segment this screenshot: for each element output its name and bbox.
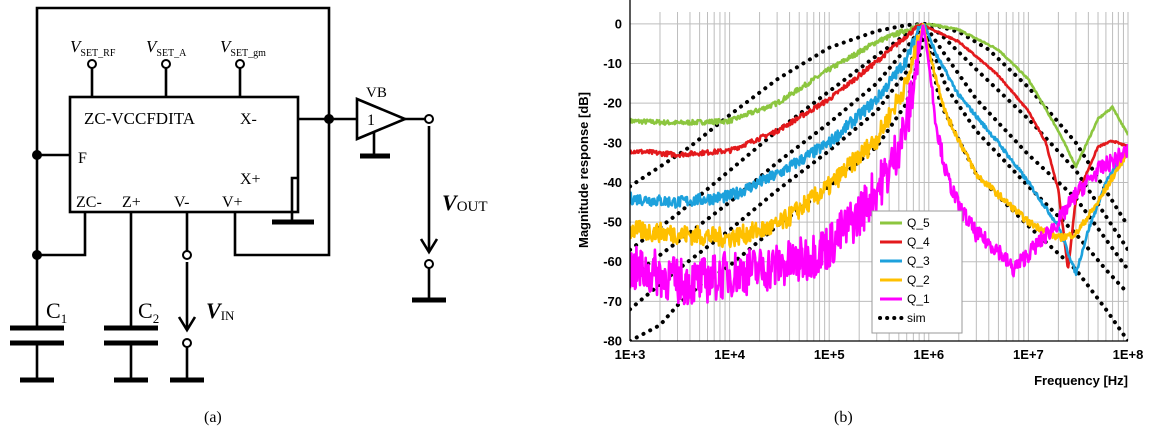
svg-text:VSET_gm: VSET_gm xyxy=(220,37,266,59)
vset-rf-terminal: VSET_RF xyxy=(70,37,116,97)
vout-top-terminal xyxy=(424,114,434,124)
x-axis-label: Frequency [Hz] xyxy=(1034,373,1128,388)
feedback-wire-top xyxy=(35,6,331,257)
pin-v-minus: V- xyxy=(174,194,189,211)
legend-box xyxy=(871,210,963,334)
caption-a: (a) xyxy=(204,409,222,426)
y-tick-label: -60 xyxy=(603,254,622,269)
legend-entry: Q_3 xyxy=(907,254,930,268)
zc-wire xyxy=(37,212,87,257)
x-tick-label: 1E+6 xyxy=(913,347,944,362)
pin-x-minus: X- xyxy=(240,111,257,128)
series-line-sim xyxy=(630,21,1128,252)
y-tick-label: 0 xyxy=(615,16,622,31)
series-line-sim xyxy=(630,20,1128,280)
svg-text:VSET_RF: VSET_RF xyxy=(70,37,116,59)
pin-x-plus: X+ xyxy=(240,171,261,188)
legend-entry: Q_2 xyxy=(907,273,930,287)
y-tick-label: -70 xyxy=(603,294,622,309)
x-tick-label: 1E+3 xyxy=(615,347,646,362)
caption-b: (b) xyxy=(834,409,853,426)
vset-a-main: V xyxy=(146,37,159,56)
y-tick-label: -40 xyxy=(603,175,622,190)
pin-z-plus: Z+ xyxy=(122,194,141,211)
y-tick-label: -50 xyxy=(603,215,622,230)
pin-v-plus: V+ xyxy=(222,194,243,211)
buffer-gain: 1 xyxy=(367,112,375,129)
y-axis-label: Magnitude response [dB] xyxy=(576,92,591,248)
pin-f: F xyxy=(78,150,87,167)
vin-main: V xyxy=(206,298,223,323)
legend-entry: Q_5 xyxy=(907,216,930,230)
vset-a-terminal: VSET_A xyxy=(146,37,187,97)
c2-main: C xyxy=(138,298,153,323)
y-tick-label: -80 xyxy=(603,334,622,349)
series-line-q-4 xyxy=(630,22,1128,269)
c1-main: C xyxy=(46,298,61,323)
x-tick-label: 1E+5 xyxy=(814,347,845,362)
y-tick-label: -20 xyxy=(603,96,622,111)
zc-vccfdita-block xyxy=(68,95,300,214)
series-line-q-1 xyxy=(630,24,1128,306)
legend-entry: sim xyxy=(907,311,926,325)
buffer-triangle xyxy=(355,97,409,141)
pin-zc-minus: ZC- xyxy=(76,194,102,211)
v-minus-terminal xyxy=(182,250,192,260)
vin-bottom-terminal xyxy=(182,338,192,348)
vout-bottom-terminal xyxy=(424,259,434,269)
vset-a-sub: SET_A xyxy=(156,48,187,59)
chart-axes xyxy=(629,0,1128,342)
vset-rf-sub: SET_RF xyxy=(80,48,115,59)
buffer-label: VB xyxy=(366,85,387,101)
vset-gm-sub: SET_gm xyxy=(230,48,266,59)
vset-gm-main: V xyxy=(220,37,233,56)
svg-text:VSET_A: VSET_A xyxy=(146,37,187,59)
vin-arrow-head xyxy=(177,316,197,333)
vin-sub: IN xyxy=(221,308,235,323)
chart-series xyxy=(630,20,1128,341)
svg-text:VOUT: VOUT xyxy=(442,190,488,215)
legend-entry: Q_1 xyxy=(907,292,930,306)
x-tick-label: 1E+8 xyxy=(1113,347,1144,362)
svg-text:C2: C2 xyxy=(138,298,159,326)
circuit-diagram: ZC-VCCFDITA X- X+ F ZC- Z+ V- V+ VSET_RF… xyxy=(10,6,488,426)
series-line-sim xyxy=(630,23,1128,312)
vset-gm-terminal: VSET_gm xyxy=(220,37,266,97)
x-tick-label: 1E+4 xyxy=(714,347,745,362)
y-tick-label: -30 xyxy=(603,135,622,150)
block-label: ZC-VCCFDITA xyxy=(84,109,196,128)
c1-sub: 1 xyxy=(61,311,68,326)
svg-text:C1: C1 xyxy=(46,298,67,326)
vset-rf-main: V xyxy=(70,37,83,56)
x-plus-wire xyxy=(290,176,298,220)
x-minus-node xyxy=(324,114,334,124)
c2-sub: 2 xyxy=(153,311,160,326)
x-tick-label: 1E+7 xyxy=(1013,347,1044,362)
vout-main: V xyxy=(442,190,459,215)
y-tick-label: -10 xyxy=(603,56,622,71)
f-node xyxy=(32,150,42,160)
series-line-q-5 xyxy=(630,22,1128,169)
vout-sub: OUT xyxy=(457,199,488,215)
svg-text:VIN: VIN xyxy=(206,298,235,323)
legend-entry: Q_4 xyxy=(907,235,930,249)
vout-arrow-head xyxy=(419,238,439,255)
series-line-q-3 xyxy=(630,22,1128,277)
